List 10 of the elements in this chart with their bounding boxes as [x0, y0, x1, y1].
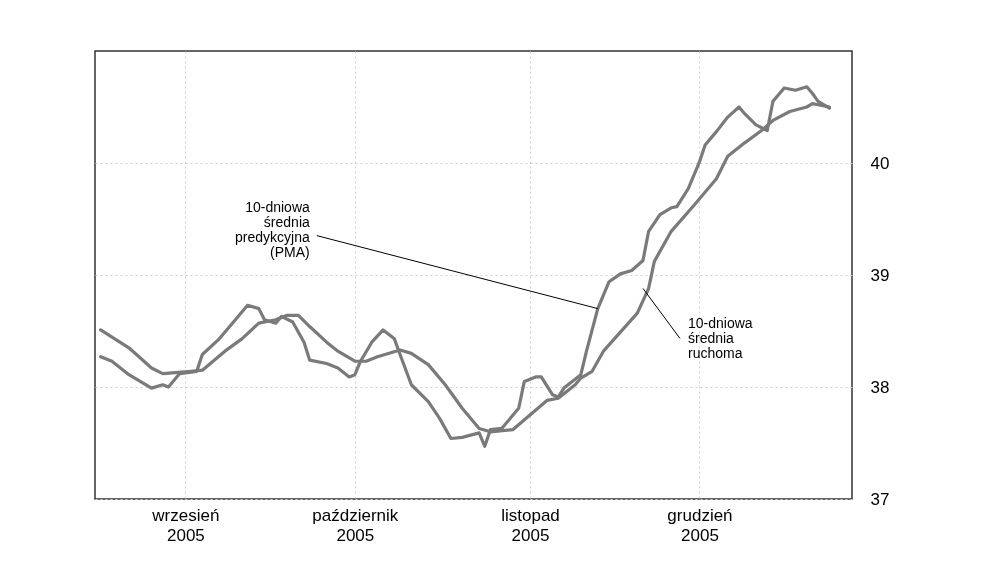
annotation: 10-dniowa średnia predykcyjna (PMA)	[235, 198, 310, 260]
x-tick-label: listopad 2005	[501, 505, 560, 545]
y-tick-label: 39	[870, 265, 890, 285]
y-tick-label: 40	[870, 153, 890, 173]
y-tick-label: 37	[870, 489, 890, 509]
annotation: 10-dniowa średnia ruchoma	[687, 315, 753, 362]
x-tick-label: grudzień 2005	[667, 505, 733, 545]
x-tick-label: wrzesień 2005	[151, 505, 220, 545]
x-tick-label: październik 2005	[312, 505, 399, 545]
y-tick-label: 38	[870, 377, 890, 397]
